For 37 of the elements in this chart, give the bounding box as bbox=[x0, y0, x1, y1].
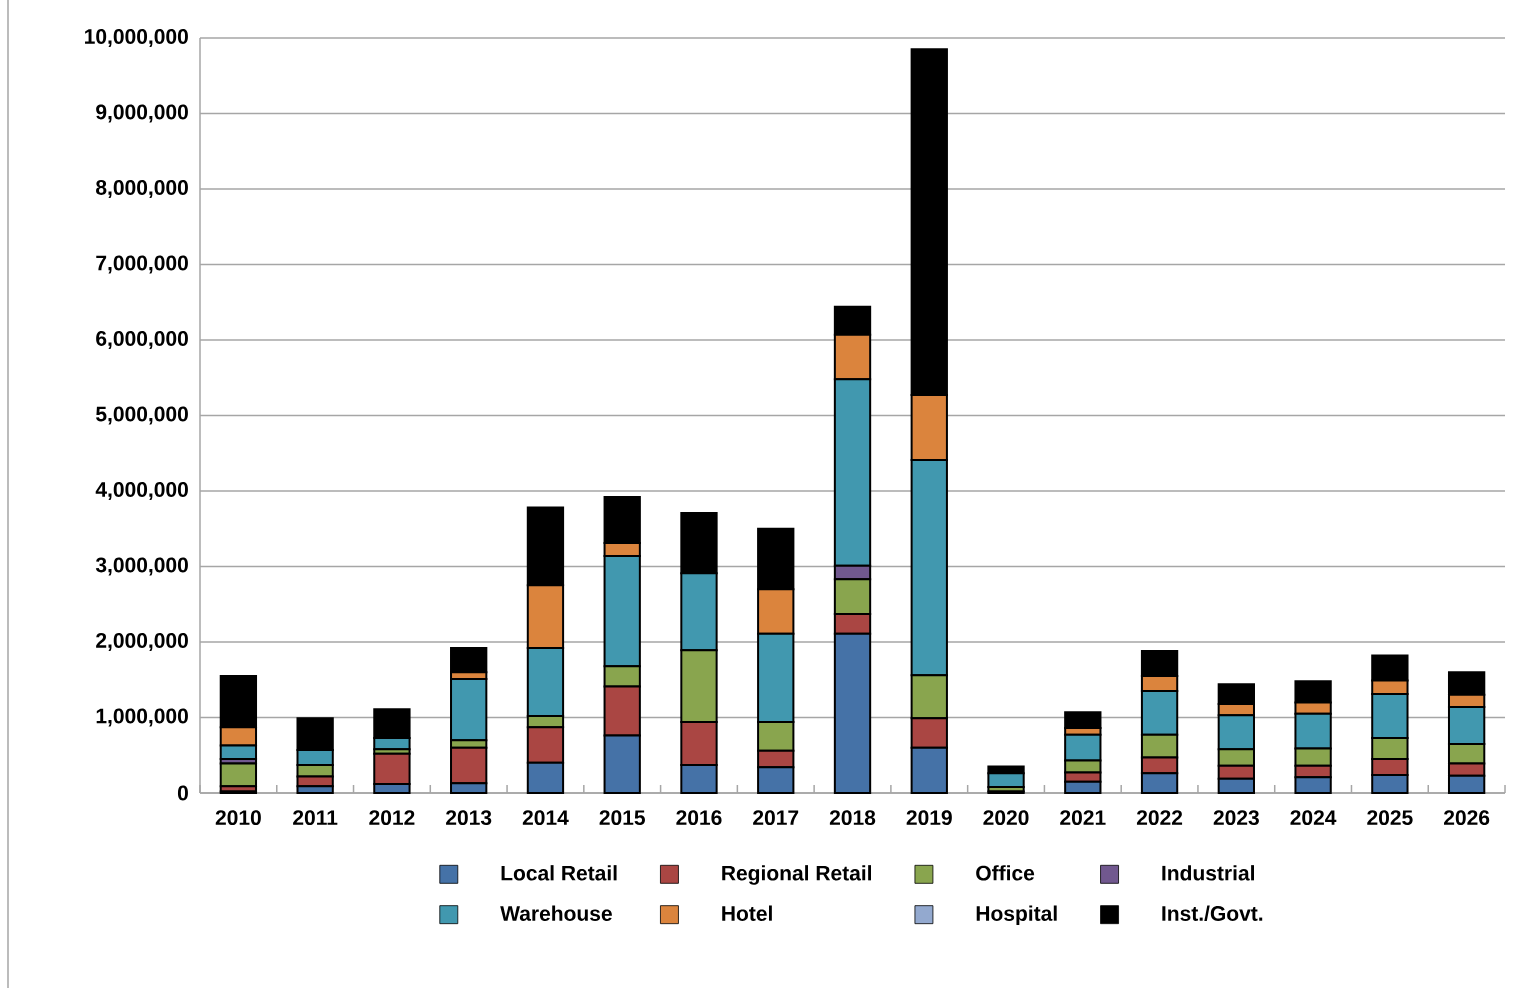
y-tick-label: 7,000,000 bbox=[96, 255, 188, 274]
legend-label: Industrial bbox=[1162, 865, 1254, 881]
legend-label: Warehouse bbox=[500, 905, 612, 921]
x-tick-label: 2024 bbox=[1290, 810, 1337, 826]
legend-label: Regional Retail bbox=[722, 865, 872, 885]
y-tick-label: 2,000,000 bbox=[96, 633, 188, 651]
x-tick-label: 2017 bbox=[753, 810, 799, 826]
y-tick-label: 8,000,000 bbox=[96, 180, 188, 198]
x-tick-label: 2026 bbox=[1444, 810, 1490, 826]
x-tick-label: 2015 bbox=[599, 810, 645, 826]
bar bbox=[450, 647, 488, 674]
y-tick-label: 3,000,000 bbox=[95, 557, 188, 576]
x-tick-label: 2018 bbox=[829, 810, 876, 826]
x-tick-label: 2012 bbox=[369, 810, 415, 826]
legend-label: Inst./Govt. bbox=[1162, 905, 1263, 922]
x-tick-label: 2011 bbox=[293, 810, 338, 826]
y-tick-label: 1,000,000 bbox=[96, 708, 188, 727]
x-tick-label: 2014 bbox=[522, 810, 569, 826]
y-tick-label: 9,000,000 bbox=[96, 104, 188, 123]
x-tick-label: 2020 bbox=[983, 810, 1029, 826]
legend-label: Office bbox=[976, 865, 1035, 881]
x-tick-label: 2016 bbox=[676, 810, 722, 826]
legend-label: Hotel bbox=[722, 905, 772, 921]
x-tick-label: 2019 bbox=[906, 810, 952, 826]
legend-label: Hospital bbox=[976, 905, 1057, 926]
x-tick-label: 2010 bbox=[215, 810, 261, 826]
x-tick-label: 2013 bbox=[446, 810, 492, 826]
y-tick-label: 6,000,000 bbox=[96, 331, 188, 349]
y-tick-label: 4,000,000 bbox=[95, 482, 188, 500]
y-tick-label: 10,000,000 bbox=[85, 29, 188, 47]
legend-label: Local Retail bbox=[501, 865, 617, 881]
y-tick-label: 0 bbox=[177, 785, 188, 801]
x-tick-label: 2022 bbox=[1136, 810, 1183, 826]
y-tick-label: 5,000,000 bbox=[96, 406, 188, 425]
x-tick-label: 2023 bbox=[1213, 810, 1259, 826]
x-tick-label: 2021 bbox=[1060, 810, 1106, 826]
x-tick-label: 2025 bbox=[1367, 810, 1413, 826]
